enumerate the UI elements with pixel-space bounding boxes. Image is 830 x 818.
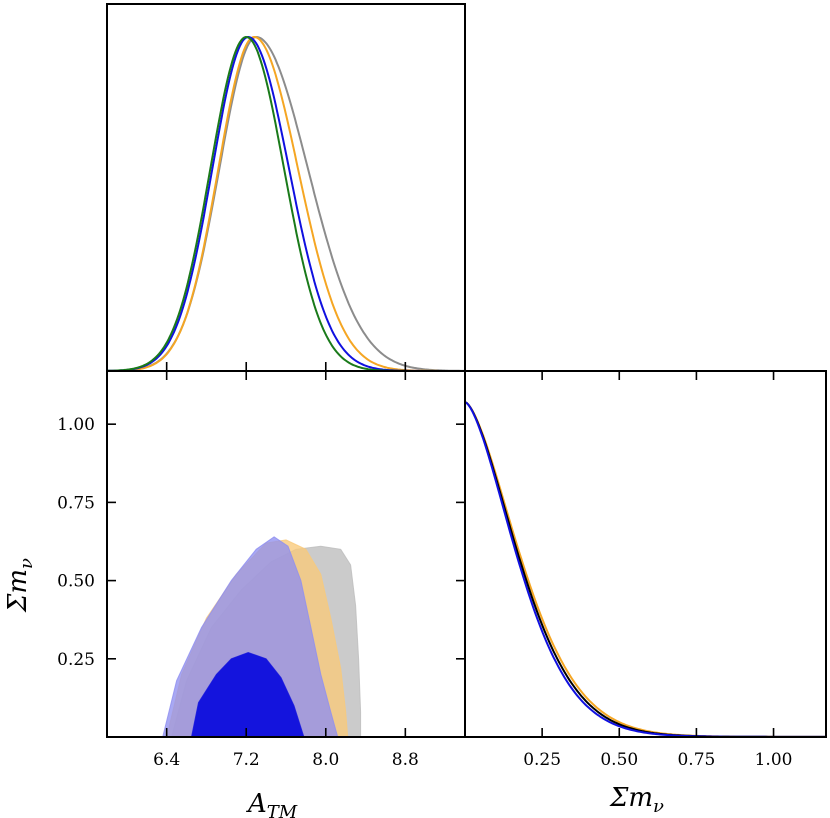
x-tick-label-atm: 8.8 xyxy=(392,750,419,770)
atm-mnu-2d-panel xyxy=(162,536,362,738)
frame-layer xyxy=(106,3,827,738)
y-axis-label-mnu: Σmν xyxy=(3,558,37,613)
frame-atm-marginal xyxy=(106,3,466,372)
y-tick-label-mnu: 0.75 xyxy=(57,493,95,513)
x-tick-label-atm: 7.2 xyxy=(233,750,260,770)
x-tick-label-atm: 8.0 xyxy=(312,750,339,770)
frame-mnu-marginal xyxy=(464,370,827,738)
x-tick-label-mnu: 1.00 xyxy=(755,750,793,770)
x-axis-label-atm: ATM xyxy=(246,789,298,818)
mnu-marginal-panel xyxy=(464,401,826,738)
x-axis-label-mnu: Σmν xyxy=(609,783,664,817)
x-tick-label-atm: 6.4 xyxy=(153,750,180,770)
y-tick-label-mnu: 0.25 xyxy=(57,650,95,670)
mnu-marginal-curve-blue xyxy=(464,401,826,738)
y-tick-label-mnu: 0.50 xyxy=(57,572,95,592)
x-tick-label-mnu: 0.75 xyxy=(677,750,715,770)
mnu-marginal-curve-black xyxy=(464,401,826,738)
y-tick-label-mnu: 1.00 xyxy=(57,415,95,435)
atm-marginal-curve-gray xyxy=(107,35,465,372)
mnu-marginal-curve-orange xyxy=(464,401,826,738)
contour-fill_blue_dark-3 xyxy=(190,651,305,738)
x-tick-label-mnu: 0.25 xyxy=(523,750,561,770)
atm-marginal-panel xyxy=(106,35,465,372)
tick-layer: 6.4 7.2 8.0 8.8 0.25 0.50 0.75 1.00 0.25 0.50 0.75… xyxy=(57,362,792,770)
contour-fill_blue_light-2 xyxy=(162,536,339,738)
x-tick-label-mnu: 0.50 xyxy=(600,750,638,770)
